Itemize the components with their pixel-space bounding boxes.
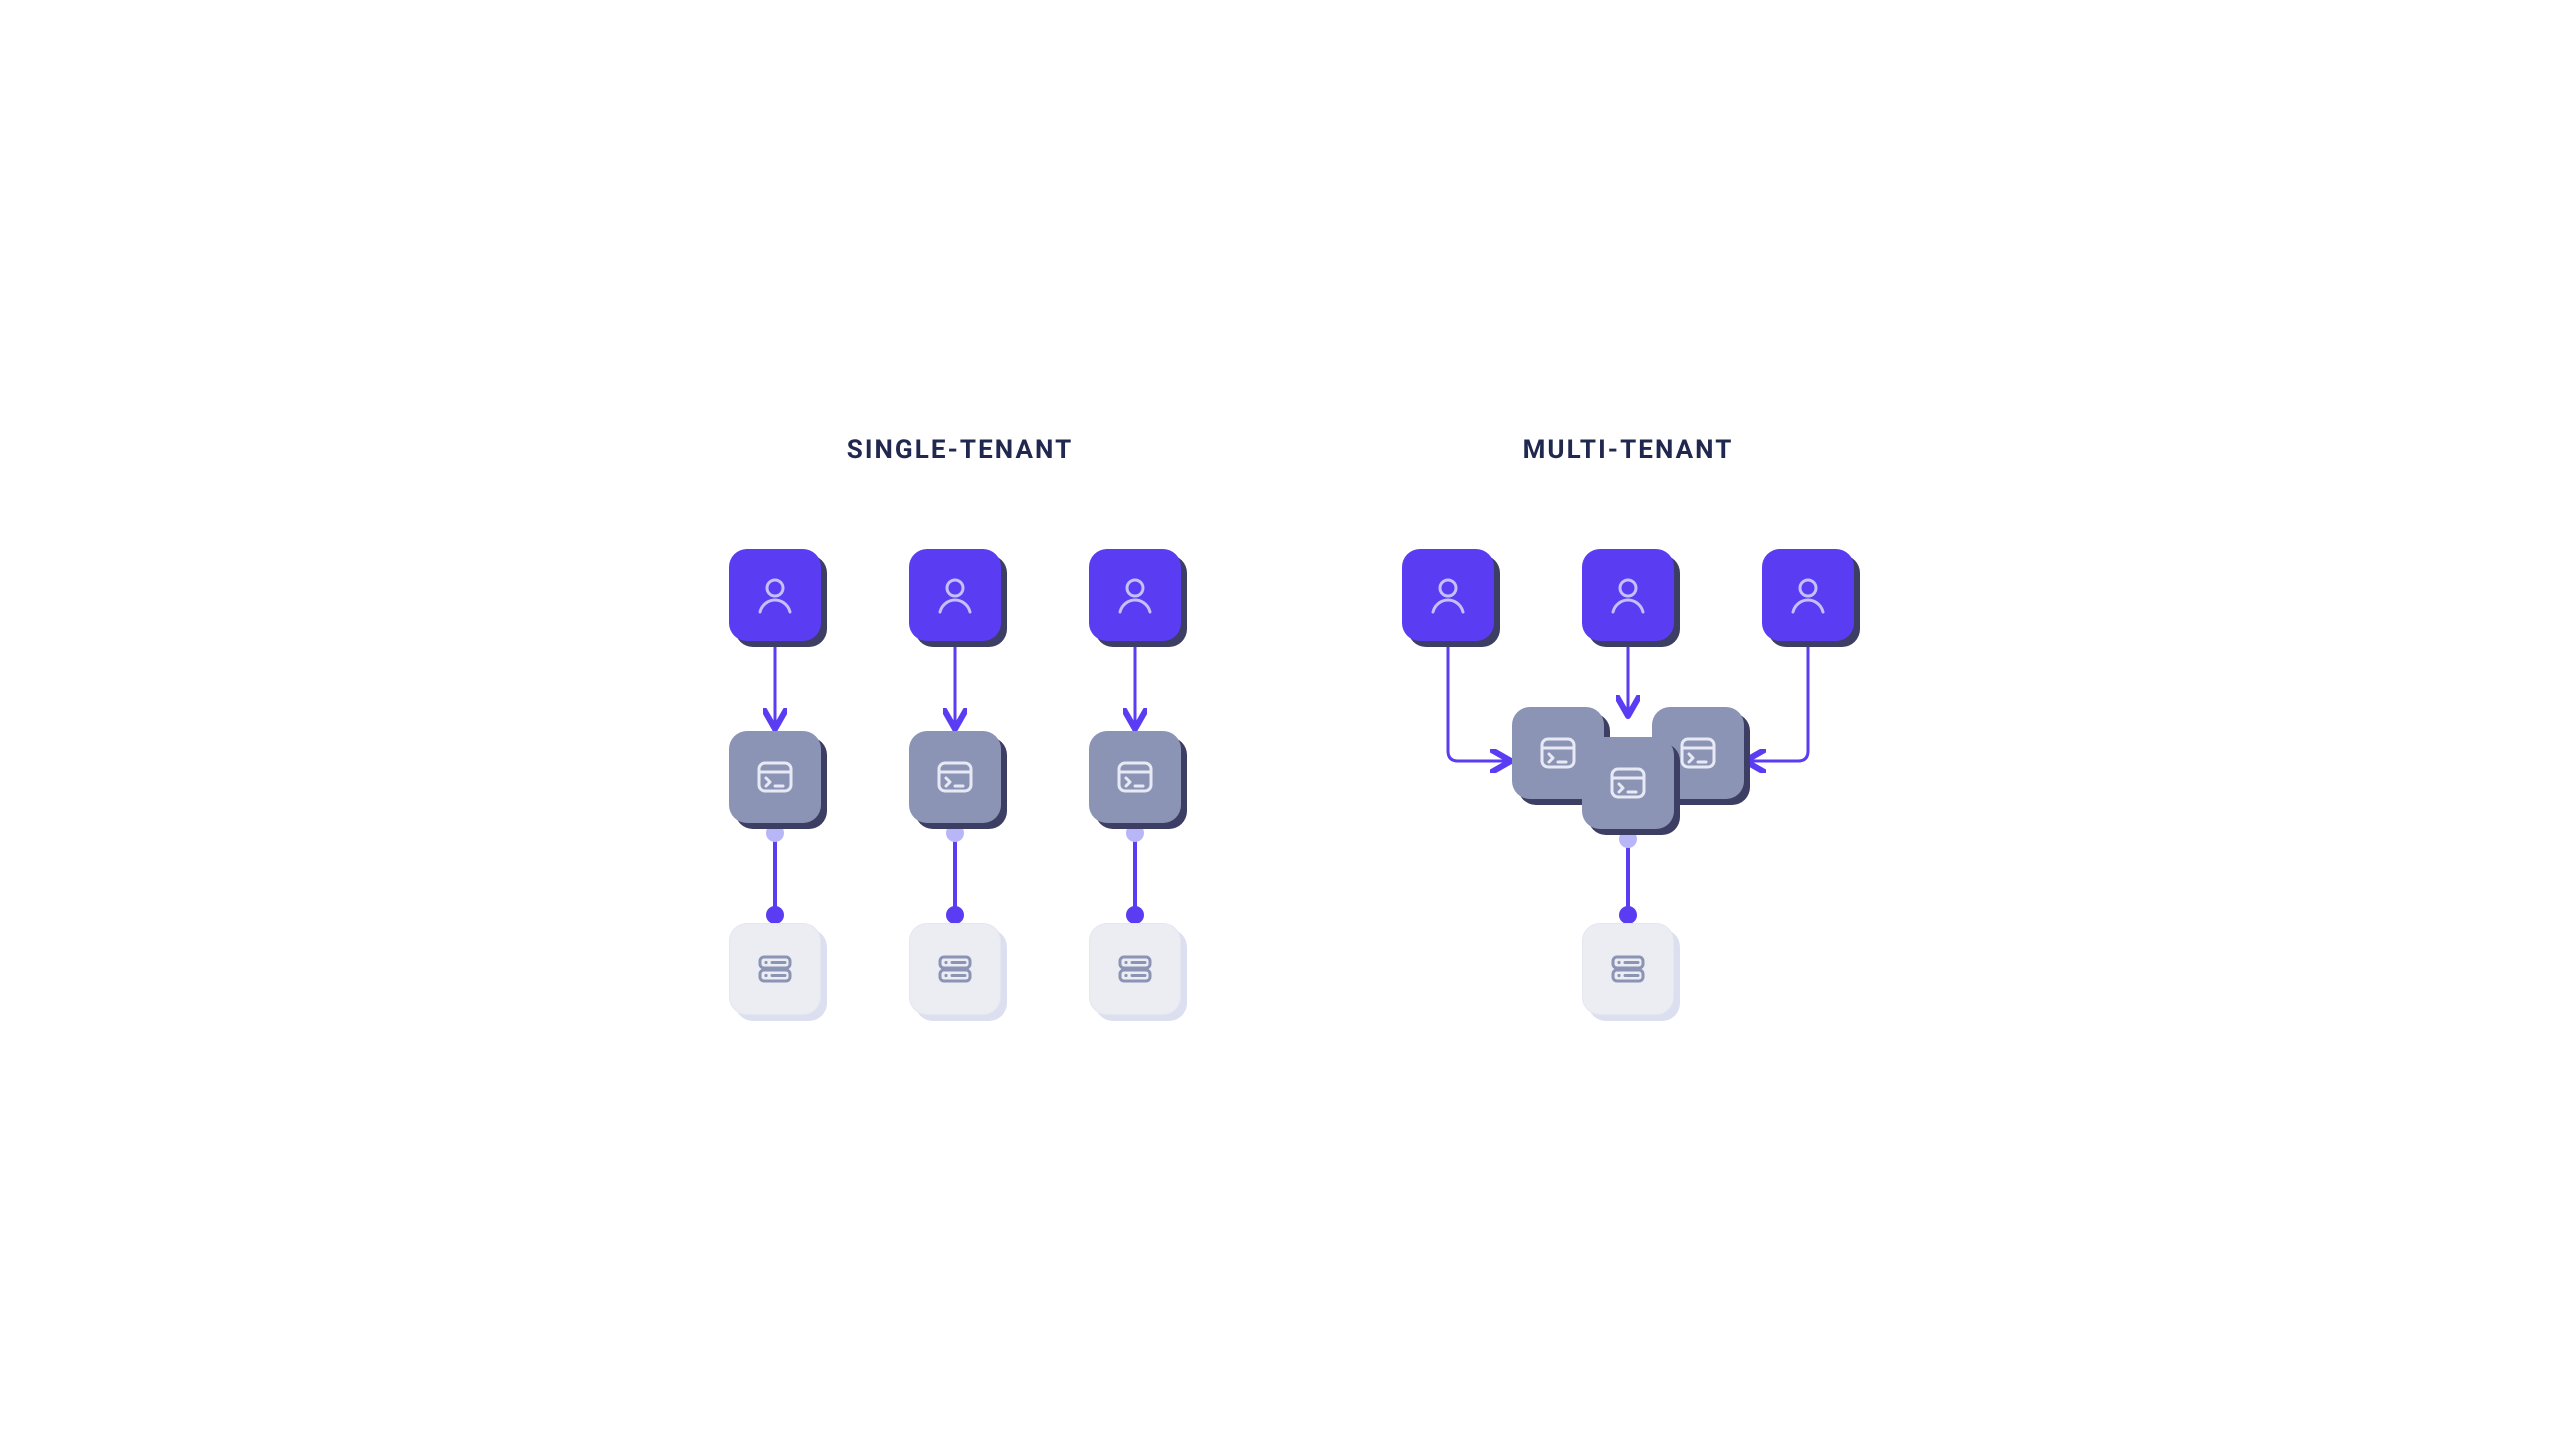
multi-tenant-title: MULTI-TENANT <box>1523 435 1734 465</box>
database-node <box>1582 923 1674 1015</box>
single-tenant-title: SINGLE-TENANT <box>847 435 1074 465</box>
terminal-icon <box>1113 755 1157 799</box>
app-node <box>1089 731 1181 823</box>
user-icon <box>1112 572 1158 618</box>
user-icon <box>932 572 978 618</box>
database-node <box>1089 923 1181 1015</box>
terminal-icon <box>753 755 797 799</box>
terminal-icon <box>1676 731 1720 775</box>
user-node <box>1089 549 1181 641</box>
user-icon <box>752 572 798 618</box>
terminal-icon <box>1536 731 1580 775</box>
connector-single-2 <box>946 824 964 924</box>
terminal-icon <box>1606 761 1650 805</box>
user-icon <box>1605 572 1651 618</box>
terminal-icon <box>933 755 977 799</box>
user-node <box>1402 549 1494 641</box>
connector-single-1 <box>766 824 784 924</box>
connector-single-3 <box>1126 824 1144 924</box>
database-node <box>909 923 1001 1015</box>
app-node <box>1582 737 1674 829</box>
user-node <box>1762 549 1854 641</box>
connector-multi <box>1619 830 1637 924</box>
database-node <box>729 923 821 1015</box>
server-icon <box>1606 947 1650 991</box>
user-node <box>1582 549 1674 641</box>
diagram-canvas: SINGLE-TENANT MULTI-TENANT <box>560 315 2000 1125</box>
user-node <box>729 549 821 641</box>
app-node <box>729 731 821 823</box>
user-node <box>909 549 1001 641</box>
app-node <box>909 731 1001 823</box>
user-icon <box>1785 572 1831 618</box>
server-icon <box>933 947 977 991</box>
user-icon <box>1425 572 1471 618</box>
server-icon <box>753 947 797 991</box>
server-icon <box>1113 947 1157 991</box>
